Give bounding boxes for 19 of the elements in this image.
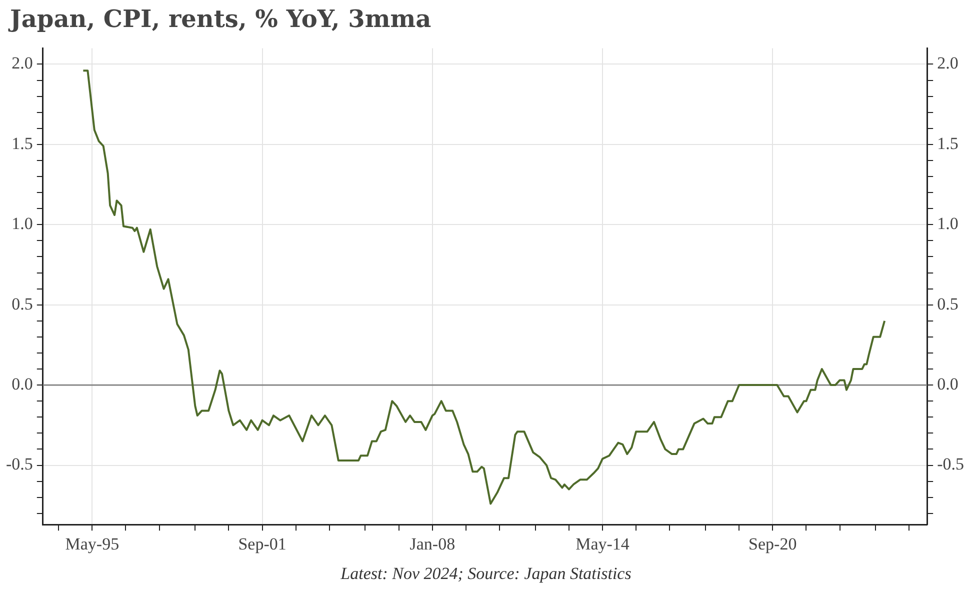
y-tick-label: 0.5 <box>12 294 33 314</box>
y2-tick-label: 2.0 <box>937 54 958 73</box>
x-tick-label: May-14 <box>576 534 630 554</box>
text: Latest: Nov 2024; Source: Japan Statistics <box>340 564 632 584</box>
x-tick-label: May-95 <box>65 534 120 554</box>
y2-tick-label: 0.0 <box>937 374 958 394</box>
y-tick-label: 1.0 <box>12 214 33 234</box>
y-tick-label: -0.5 <box>6 454 33 474</box>
y2-tick-label: -0.5 <box>937 454 964 474</box>
y2-tick-label: 1.5 <box>937 134 958 153</box>
y2-tick-label: 1.0 <box>937 214 958 234</box>
x-tick-label: Sep-20 <box>748 534 797 554</box>
x-tick-label: Jan-08 <box>410 534 456 554</box>
x-tick-label: Sep-01 <box>238 534 286 554</box>
y-tick-label: 1.5 <box>12 134 33 153</box>
chart-title: Japan, CPI, rents, % YoY, 3mma <box>10 4 432 33</box>
y-tick-label: 0.0 <box>12 374 33 394</box>
y-tick-label: 2.0 <box>12 54 33 73</box>
y2-tick-label: 0.5 <box>937 294 958 314</box>
